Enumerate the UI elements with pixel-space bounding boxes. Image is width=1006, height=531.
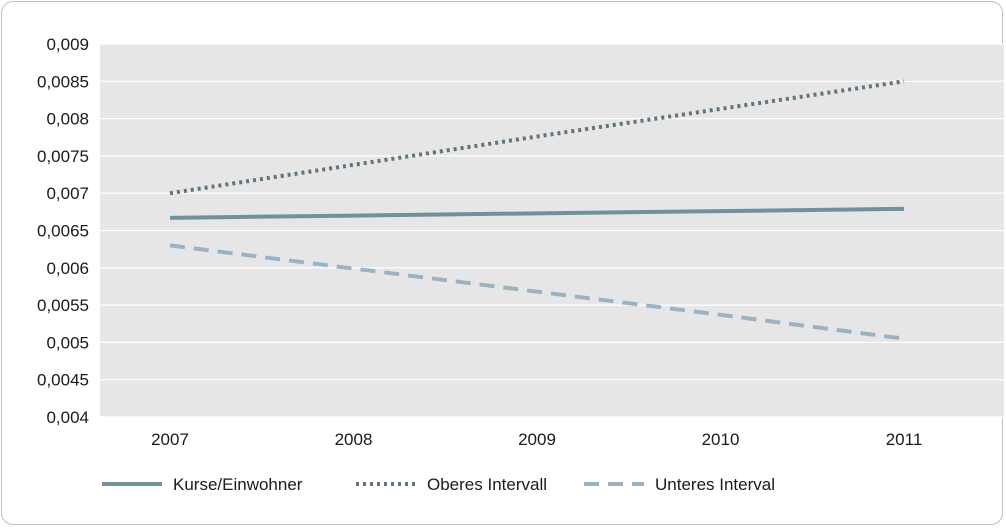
series-line-2 <box>169 243 905 341</box>
y-tick-label: 0,009 <box>46 35 89 54</box>
x-tick-label: 2008 <box>335 430 373 449</box>
y-tick-label: 0,008 <box>46 110 89 129</box>
x-tick-label: 2007 <box>151 430 189 449</box>
x-tick-label: 2010 <box>702 430 740 449</box>
x-tick-label: 2011 <box>886 430 923 449</box>
y-tick-label: 0,004 <box>46 408 89 427</box>
y-tick-label: 0,0075 <box>37 147 89 166</box>
series-line-0 <box>169 206 905 220</box>
y-tick-label: 0,0055 <box>37 296 89 315</box>
y-tick-label: 0,0085 <box>37 72 89 91</box>
y-tick-label: 0,007 <box>46 184 89 203</box>
legend-label: Unteres Interval <box>655 475 775 494</box>
legend-label: Oberes Intervall <box>427 475 547 494</box>
x-tick-label: 2009 <box>518 430 556 449</box>
y-tick-label: 0,0045 <box>37 371 89 390</box>
legend-label: Kurse/Einwohner <box>173 475 303 494</box>
y-tick-label: 0,005 <box>46 333 89 352</box>
y-tick-label: 0,006 <box>46 259 89 278</box>
y-tick-label: 0,0065 <box>37 222 89 241</box>
series-line-1 <box>169 79 905 196</box>
